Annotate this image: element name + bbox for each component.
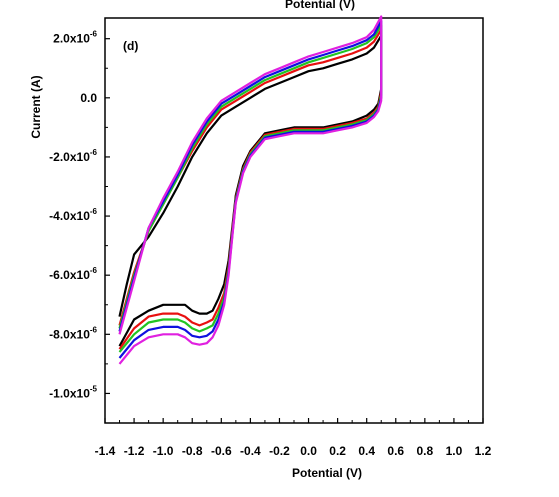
x-axis-ticks: -1.4 -1.2 -1.0 -0.8 -0.6 -0.4 -0.2 0.0 0.2 0.4 0.6… (95, 418, 492, 458)
y-tick-label: -4.0x10-6 (49, 207, 97, 223)
plot-frame (104, 17, 484, 424)
x-tick-label: -1.2 (124, 444, 145, 458)
x-tick-label: 1.0 (446, 444, 463, 458)
y-tick-label: -1.0x10-5 (49, 384, 97, 400)
x-tick-label: -0.2 (269, 444, 290, 458)
y-tick-label: -2.0x10-6 (49, 148, 97, 164)
y-tick-label: 0.0 (80, 91, 97, 105)
x-tick-label: 0.0 (300, 444, 317, 458)
x-tick-label: -1.4 (95, 444, 116, 458)
x-axis-title: Potential (V) (292, 466, 362, 480)
x-tick-label: 0.2 (329, 444, 346, 458)
panel-label: (d) (123, 39, 138, 53)
x-tick-label: 0.6 (387, 444, 404, 458)
top-axis-label: Potential (V) (285, 0, 355, 11)
x-tick-label: -0.4 (240, 444, 261, 458)
x-tick-label: -0.6 (211, 444, 232, 458)
series-line-3 (118, 24, 383, 353)
y-axis-ticks: 2.0x10-6 0.0 -2.0x10-6 -4.0x10-6 -6.0x10-6 -8… (49, 30, 110, 400)
x-tick-label: 0.8 (417, 444, 434, 458)
plot-border (104, 17, 484, 424)
series-line-1 (118, 34, 383, 347)
y-tick-label: -6.0x10-6 (49, 266, 97, 282)
x-tick-label: -0.8 (182, 444, 203, 458)
y-tick-label: -8.0x10-6 (49, 325, 97, 341)
x-tick-label: 0.4 (358, 444, 375, 458)
x-tick-label: -1.0 (153, 444, 174, 458)
y-tick-label: 2.0x10-6 (53, 30, 97, 46)
series-line-5 (118, 15, 383, 365)
x-tick-label: 1.2 (475, 444, 492, 458)
series-layer (118, 15, 383, 365)
series-line-2 (118, 28, 383, 350)
y-axis-title: Current (A) (29, 75, 43, 138)
